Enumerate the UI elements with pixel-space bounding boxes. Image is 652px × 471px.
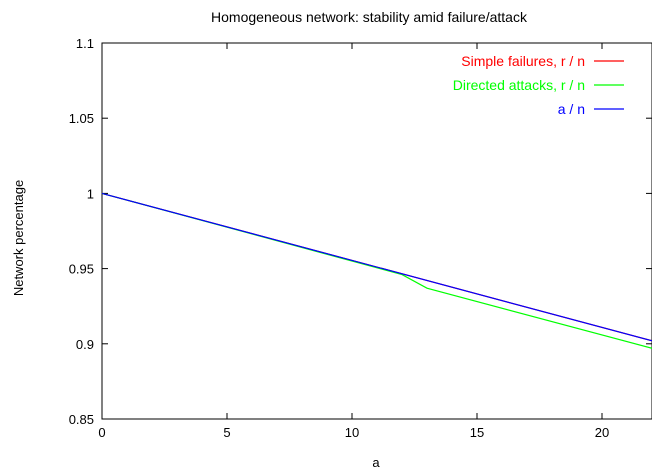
legend-label-3: a / n bbox=[558, 101, 585, 117]
y-tick-label: 1 bbox=[87, 186, 94, 201]
series-lines bbox=[101, 192, 652, 349]
plot-border bbox=[101, 42, 652, 420]
y-tick-label: 1.05 bbox=[69, 111, 94, 126]
x-tick-label: 20 bbox=[595, 425, 609, 440]
y-tick-label: 0.9 bbox=[76, 337, 94, 352]
legend: Simple failures, r / n Directed attacks, … bbox=[453, 53, 624, 117]
y-axis: 0.85 0.9 0.95 1 1.05 1.1 bbox=[69, 36, 652, 427]
legend-label-2: Directed attacks, r / n bbox=[453, 77, 585, 93]
y-tick-label: 0.95 bbox=[69, 262, 94, 277]
series-line-2 bbox=[101, 192, 652, 349]
x-tick-label: 15 bbox=[470, 425, 484, 440]
legend-label-1: Simple failures, r / n bbox=[461, 53, 585, 69]
y-tick-label: 0.85 bbox=[69, 412, 94, 427]
x-axis-label: a bbox=[372, 455, 380, 470]
x-axis: 0 5 10 15 20 bbox=[98, 43, 609, 440]
chart-title: Homogeneous network: stability amid fail… bbox=[211, 9, 528, 25]
series-line-3 bbox=[101, 192, 652, 342]
y-axis-label: Network percentage bbox=[11, 180, 26, 296]
x-tick-label: 10 bbox=[345, 425, 359, 440]
x-tick-label: 0 bbox=[98, 425, 105, 440]
plot-area bbox=[101, 42, 652, 420]
y-tick-label: 1.1 bbox=[76, 36, 94, 51]
x-tick-label: 5 bbox=[223, 425, 230, 440]
